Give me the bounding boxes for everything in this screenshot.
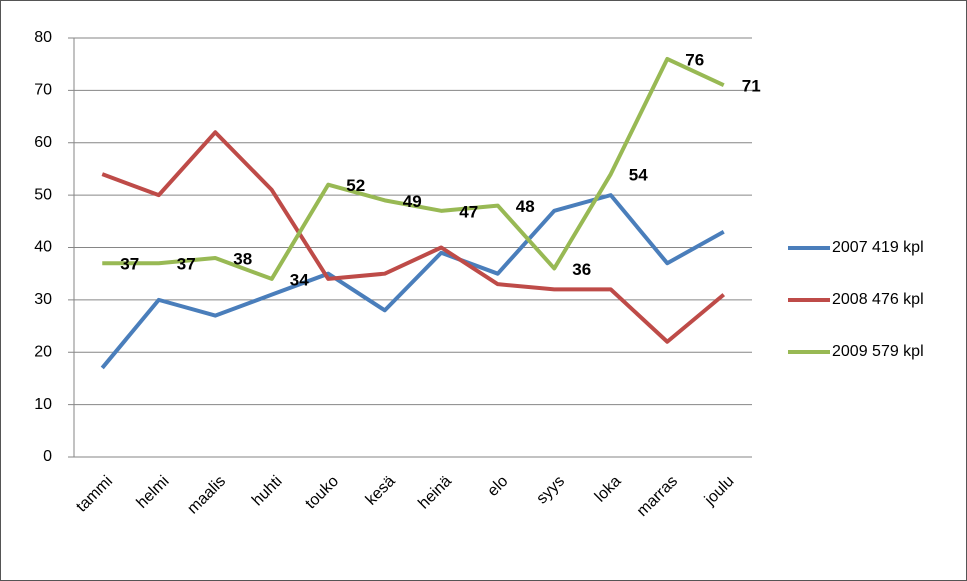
data-label: 34 xyxy=(290,270,309,289)
y-tick-label: 30 xyxy=(34,291,52,308)
legend-label: 2008 476 kpl xyxy=(832,291,924,308)
series-line xyxy=(102,56,725,281)
data-label: 54 xyxy=(629,166,648,185)
data-label: 37 xyxy=(120,255,139,274)
data-label: 38 xyxy=(233,249,252,268)
y-tick-label: 80 xyxy=(34,29,52,46)
legend-label: 2009 579 kpl xyxy=(832,343,924,360)
data-label: 36 xyxy=(572,260,591,279)
data-label: 76 xyxy=(685,50,704,69)
legend-label: 2007 419 kpl xyxy=(832,239,924,256)
data-label: 71 xyxy=(742,77,761,96)
y-tick-label: 20 xyxy=(34,343,52,360)
data-label: 52 xyxy=(346,176,365,195)
y-tick-label: 0 xyxy=(43,448,52,465)
data-label: 48 xyxy=(516,197,535,216)
data-label: 49 xyxy=(403,192,422,211)
y-tick-label: 10 xyxy=(34,396,52,413)
y-tick-label: 60 xyxy=(34,134,52,151)
y-tick-label: 50 xyxy=(34,186,52,203)
series-line xyxy=(100,193,725,370)
y-tick-label: 70 xyxy=(34,82,52,99)
series-line xyxy=(101,130,726,344)
data-label: 37 xyxy=(177,255,196,274)
data-label: 47 xyxy=(459,202,478,221)
y-tick-label: 40 xyxy=(34,239,52,256)
